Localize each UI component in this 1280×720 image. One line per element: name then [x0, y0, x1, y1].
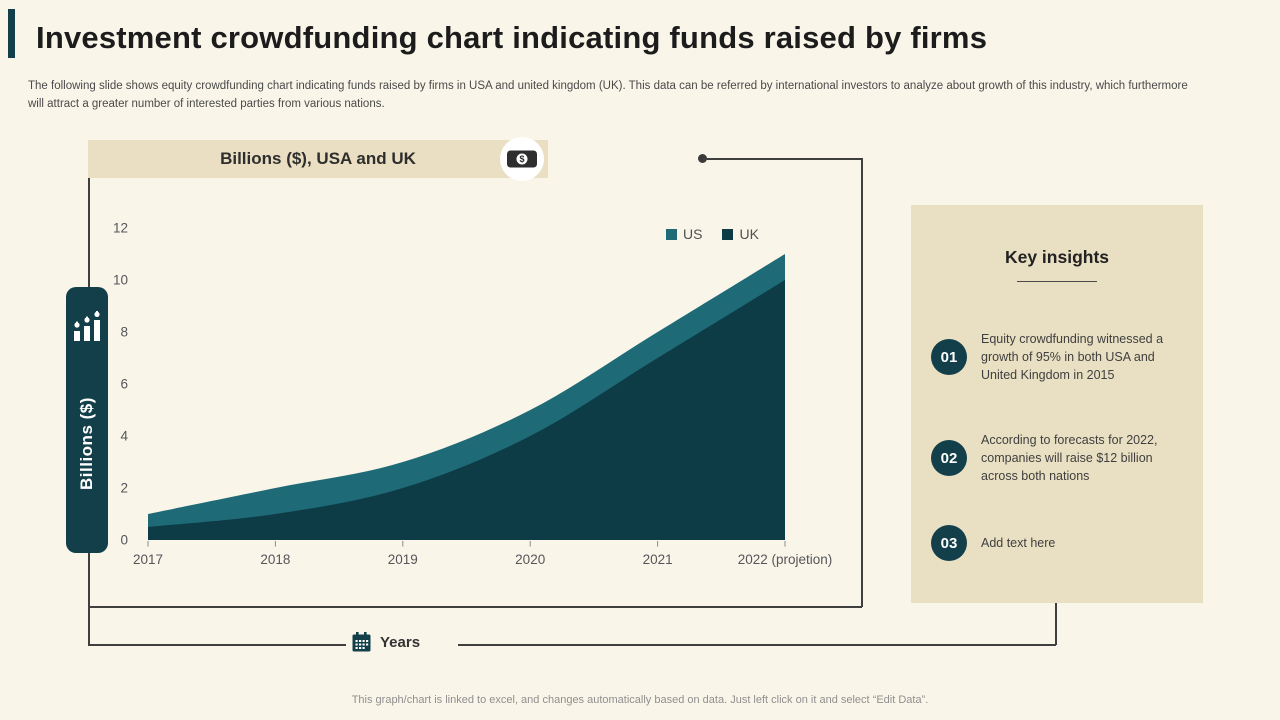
svg-text:12: 12 — [113, 221, 128, 236]
years-bracket-right-horizontal — [458, 644, 1056, 646]
insight-text-1: Equity crowdfunding witnessed a growth o… — [981, 332, 1164, 383]
chart-header-box: Billions ($), USA and UK — [88, 140, 548, 178]
connector-line-top — [703, 158, 862, 160]
insight-text-2: According to forecasts for 2022, compani… — [981, 433, 1158, 484]
footer-note: This graph/chart is linked to excel, and… — [351, 694, 929, 706]
insight-number-badge-2: 02 — [931, 440, 967, 477]
us-series-swatch — [666, 228, 677, 240]
svg-text:2021: 2021 — [643, 552, 673, 567]
y-axis-pill: Billions ($) — [66, 287, 108, 553]
years-bracket-left-vertical — [88, 607, 90, 645]
calendar-icon — [352, 632, 371, 652]
insight-text-3: Add text here — [981, 535, 1056, 550]
area-chart-svg[interactable]: 0 2 4 6 8 10 12 2017 2018 2019 2020 2021 2022 (proje… — [88, 160, 862, 607]
page-title: Investment crowdfunding chart indicating… — [36, 20, 988, 55]
svg-text:$: $ — [519, 154, 524, 164]
connector-dot — [698, 154, 707, 163]
years-bracket-right-vertical — [1055, 603, 1057, 645]
svg-text:6: 6 — [120, 377, 128, 392]
legend-item-uk[interactable]: UK — [722, 226, 759, 242]
bar-chart-money-icon — [74, 311, 100, 341]
page-subtitle: The following slide shows equity crowdfu… — [28, 80, 1188, 111]
key-insights-panel: Key insights 01 Equity crowdfunding witn… — [911, 205, 1203, 603]
insight-number-badge-3: 03 — [931, 525, 967, 561]
legend-item-us[interactable]: US — [666, 226, 702, 242]
us-series-label: US — [683, 226, 703, 242]
chart-header-label: Billions ($), USA and UK — [220, 149, 416, 168]
svg-text:2: 2 — [120, 481, 128, 496]
uk-series-label: UK — [739, 226, 759, 242]
svg-text:2019: 2019 — [388, 552, 418, 567]
insight-item-1: 01 Equity crowdfunding witnessed a growt… — [931, 330, 1183, 384]
insight-number-badge-1: 01 — [931, 339, 967, 376]
key-insights-title: Key insights — [1004, 247, 1110, 267]
chart-legend: US UK — [666, 226, 759, 242]
key-insights-underline — [1017, 281, 1097, 282]
chart-box-bottom-border — [88, 606, 862, 608]
x-axis-title-group: Years — [352, 632, 420, 652]
uk-series-swatch — [722, 228, 734, 240]
title-accent-bar — [8, 9, 15, 58]
dollar-banknote-icon: $ — [500, 137, 544, 181]
chart-box-right-border — [861, 158, 863, 607]
years-bracket-left-horizontal — [88, 644, 346, 646]
svg-text:2017: 2017 — [133, 552, 163, 567]
svg-text:2018: 2018 — [260, 552, 290, 567]
svg-text:2020: 2020 — [515, 552, 545, 567]
insight-item-3: 03 Add text here — [931, 525, 1183, 561]
svg-text:10: 10 — [113, 273, 128, 288]
svg-text:4: 4 — [120, 429, 128, 444]
insight-item-2: 02 According to forecasts for 2022, comp… — [931, 431, 1183, 485]
x-axis-label: Years — [380, 633, 421, 651]
svg-text:8: 8 — [120, 325, 128, 340]
svg-text:2022 (projetion): 2022 (projetion) — [738, 552, 833, 567]
svg-text:0: 0 — [120, 533, 128, 548]
